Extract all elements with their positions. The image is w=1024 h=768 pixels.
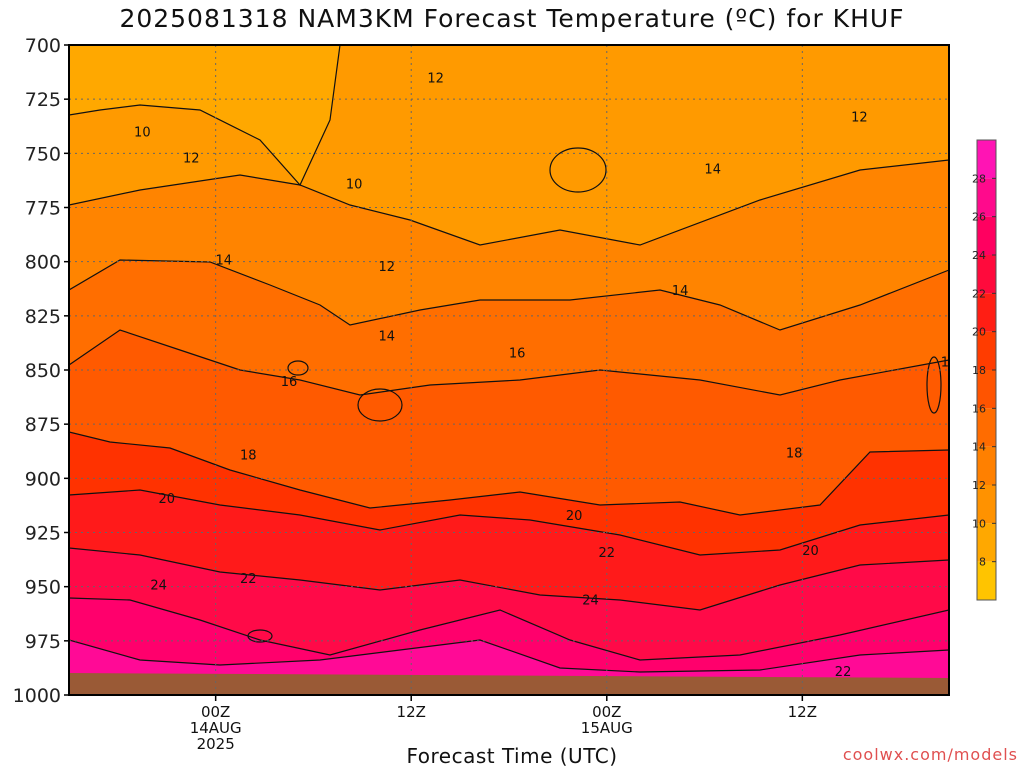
x-tick-label-30-1: 15AUG bbox=[581, 719, 633, 737]
colorbar-swatch-9 bbox=[977, 216, 996, 255]
contour-label-16: 20 bbox=[159, 492, 176, 507]
contour-label-3: 12 bbox=[183, 152, 200, 167]
contour-24 bbox=[69, 597, 949, 661]
colorbar-swatch-6 bbox=[977, 331, 996, 370]
y-tick-label-725: 725 bbox=[25, 89, 61, 111]
y-tick-label-850: 850 bbox=[25, 360, 61, 382]
contour-label-11: 16 bbox=[281, 375, 298, 390]
contour-label-17: 20 bbox=[566, 509, 583, 524]
contour-label-19: 20 bbox=[802, 544, 819, 559]
ground-surface bbox=[69, 673, 949, 695]
contour-cell-warm bbox=[549, 147, 607, 193]
contour-label-14: 18 bbox=[240, 449, 257, 464]
contour-label-20: 22 bbox=[240, 572, 257, 587]
colorbar-tick-label-26: 26 bbox=[972, 211, 986, 224]
colorbar-tick-label-16: 16 bbox=[972, 402, 986, 415]
contour-20 bbox=[69, 489, 949, 556]
colorbar-tick-label-24: 24 bbox=[972, 249, 986, 262]
colorbar-swatch-1 bbox=[977, 523, 996, 562]
y-tick-label-1000: 1000 bbox=[13, 685, 61, 707]
y-tick-label-925: 925 bbox=[25, 523, 61, 545]
contour-cell-right bbox=[926, 356, 942, 414]
x-tick-label-6-1: 14AUG bbox=[190, 719, 242, 737]
plot-area: 1212101214101412141416161820181820202220… bbox=[69, 45, 958, 695]
contour-label-15: 18 bbox=[786, 446, 803, 461]
colorbar-tick-label-8: 8 bbox=[979, 556, 986, 569]
band-t9-warm-cap bbox=[69, 45, 340, 185]
colorbar-tick-label-12: 12 bbox=[972, 479, 986, 492]
contour-10 bbox=[69, 45, 341, 187]
colorbar-swatch-10 bbox=[977, 178, 996, 217]
chart-title: 2025081318 NAM3KM Forecast Temperature (… bbox=[119, 4, 905, 33]
colorbar-swatch-2 bbox=[977, 485, 996, 524]
y-tick-label-950: 950 bbox=[25, 577, 61, 599]
contour-label-5: 10 bbox=[346, 178, 363, 193]
colorbar-swatch-0 bbox=[977, 561, 996, 600]
y-tick-label-900: 900 bbox=[25, 468, 61, 490]
colorbar-tick-label-20: 20 bbox=[972, 326, 986, 339]
colorbar-swatch-7 bbox=[977, 293, 996, 332]
contour-label-21: 24 bbox=[150, 579, 167, 594]
colorbar-tick-label-28: 28 bbox=[972, 172, 986, 185]
grid-lines bbox=[69, 45, 949, 695]
contour-label-23: 22 bbox=[835, 665, 852, 680]
contour-label-18: 22 bbox=[599, 546, 616, 561]
y-tick-label-875: 875 bbox=[25, 414, 61, 436]
y-tick-label-975: 975 bbox=[25, 631, 61, 653]
contour-26 bbox=[69, 639, 949, 673]
x-tick-label-30-0: 00Z bbox=[592, 703, 621, 721]
colorbar: 8 10 12 14 16 18 20 22 24 26 28 bbox=[972, 139, 997, 601]
colorbar-tick-label-10: 10 bbox=[972, 517, 986, 530]
x-tick-label-18-0: 12Z bbox=[397, 703, 426, 721]
contour-label-12: 18 bbox=[941, 355, 958, 370]
contour-16 bbox=[69, 329, 949, 396]
contour-label-6: 14 bbox=[216, 254, 233, 269]
y-tick-label-825: 825 bbox=[25, 306, 61, 328]
colorbar-swatch-3 bbox=[977, 446, 996, 485]
contour-label-4: 14 bbox=[704, 163, 721, 178]
x-tick-label-6-2: 2025 bbox=[197, 735, 235, 753]
contour-label-9: 14 bbox=[379, 329, 396, 344]
y-tick-label-700: 700 bbox=[25, 35, 61, 57]
y-tick-label-750: 750 bbox=[25, 143, 61, 165]
colorbar-tick-label-22: 22 bbox=[972, 287, 986, 300]
contour-14 bbox=[69, 259, 949, 331]
contour-18 bbox=[69, 431, 949, 516]
contour-lines bbox=[69, 45, 949, 673]
colorbar-swatch-11 bbox=[977, 140, 996, 179]
colorbar-tick-label-14: 14 bbox=[972, 441, 986, 454]
contour-12 bbox=[69, 159, 949, 246]
colorbar-ticks: 8 10 12 14 16 18 20 22 24 26 28 bbox=[972, 172, 996, 569]
contour-label-10: 16 bbox=[509, 347, 526, 362]
contour-label-1: 12 bbox=[851, 111, 868, 126]
contour-label-2: 10 bbox=[134, 126, 151, 141]
colorbar-swatches bbox=[977, 140, 996, 600]
x-tick-label-6-0: 00Z bbox=[201, 703, 230, 721]
colorbar-swatch-5 bbox=[977, 370, 996, 409]
colorbar-tick-label-18: 18 bbox=[972, 364, 986, 377]
contour-label-8: 14 bbox=[672, 284, 689, 299]
contour-cell-left bbox=[287, 360, 309, 376]
contour-label-7: 12 bbox=[379, 260, 396, 275]
colorbar-swatch-4 bbox=[977, 408, 996, 447]
contour-label-0: 12 bbox=[427, 72, 444, 87]
contour-labels: 1212101214101412141416161820181820202220… bbox=[134, 72, 958, 681]
y-tick-label-800: 800 bbox=[25, 252, 61, 274]
y-tick-label-775: 775 bbox=[25, 198, 61, 220]
contour-cell-low bbox=[247, 629, 273, 643]
colorbar-swatch-8 bbox=[977, 255, 996, 294]
contour-22 bbox=[69, 547, 949, 611]
contour-label-22: 24 bbox=[582, 594, 599, 609]
credit-text[interactable]: coolwx.com/models bbox=[842, 745, 1018, 764]
x-tick-label-42-0: 12Z bbox=[788, 703, 817, 721]
contour-cell-mid bbox=[357, 388, 403, 422]
y-axis: 700 725 750 775 800 825 850 875 900 925 950 975 1000 bbox=[13, 35, 69, 707]
x-axis-title: Forecast Time (UTC) bbox=[406, 744, 618, 768]
